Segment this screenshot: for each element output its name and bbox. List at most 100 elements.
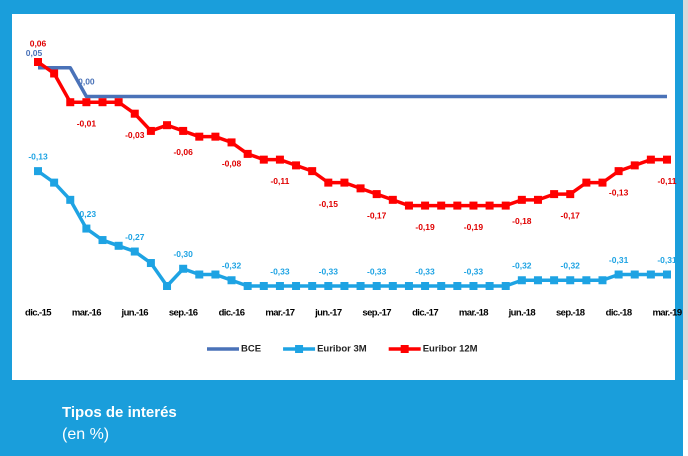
data-label: -0,32 [561,261,581,271]
point-marker [421,201,430,210]
point-marker [163,121,172,130]
point-marker [98,98,107,107]
point-marker [211,270,220,279]
point-marker [259,282,268,290]
point-marker [356,184,365,193]
point-marker [404,201,413,210]
point-marker [227,276,236,285]
point-marker [372,282,381,290]
point-marker [146,126,155,135]
data-label: -0,23 [77,209,97,219]
point-marker [501,282,510,290]
caption-title: Tipos de interés [62,404,177,421]
data-label: -0,30 [173,249,193,259]
data-label: -0,08 [222,159,242,169]
x-tick-label: dic.-18 [606,308,632,319]
data-label: -0,17 [367,210,387,220]
point-marker [340,178,349,187]
point-marker [469,282,478,290]
point-marker [614,167,623,176]
point-marker [404,282,413,290]
point-marker [195,270,204,279]
x-tick-label: sep.-16 [169,308,198,319]
series-line [36,169,667,288]
point-marker [582,178,591,187]
data-label: -0,11 [658,176,677,186]
legend-label: Euribor 12M [423,344,478,355]
point-marker [421,282,430,290]
legend-marker [295,345,304,353]
data-label: -0,33 [367,266,387,276]
point-marker [663,270,671,279]
point-marker [66,195,75,204]
point-marker [227,138,236,147]
data-label: -0,27 [125,232,145,242]
chart: dic.-15 mar.-16 jun.-16 sep.-16 dic.-16 mar.-… [0,0,688,380]
point-marker [437,201,446,210]
data-label: -0,33 [464,266,484,276]
caption-subtitle: (en %) [62,426,110,443]
caption: Tipos de interés (en %) [0,380,683,456]
data-label: -0,17 [561,210,581,220]
point-marker [340,282,349,290]
point-marker [114,98,123,107]
point-marker [485,201,494,210]
point-marker [243,282,252,290]
point-marker [533,276,542,285]
series-line [38,65,667,99]
data-label: -0,33 [415,266,435,276]
legend-label: Euribor 3M [317,344,367,355]
point-marker [259,155,268,164]
point-marker [34,58,42,66]
point-marker [163,282,172,290]
data-label: -0,33 [270,266,290,276]
x-tick-label: sep.-17 [362,308,391,319]
point-marker [646,270,655,279]
data-label: -0,33 [319,266,339,276]
legend-marker [400,345,409,353]
point-marker [630,270,639,279]
point-marker [501,201,510,210]
point-marker [292,282,301,290]
point-marker [388,282,397,290]
point-marker [372,190,381,199]
x-tick-label: mar.-16 [72,308,101,319]
point-marker [211,132,220,141]
point-marker [275,155,284,164]
point-marker [646,155,655,164]
point-marker [34,167,42,176]
x-tick-label: dic.-15 [25,308,52,319]
point-marker [179,126,188,135]
point-marker [550,190,559,199]
point-marker [598,276,607,285]
x-tick-label: jun.-18 [508,308,536,319]
point-marker [243,149,252,158]
point-marker [98,236,107,245]
data-label: -0,15 [319,199,339,209]
x-tick-label: dic.-16 [219,308,245,319]
x-tick-label: dic.-17 [412,308,438,319]
point-marker [630,161,639,170]
series-line [36,60,667,208]
data-label: -0,03 [125,130,145,140]
point-marker [598,178,607,187]
x-tick-label: mar.-19 [652,308,681,319]
point-marker [614,270,623,279]
point-marker [66,98,75,107]
point-marker [469,201,478,210]
data-label: -0,13 [609,187,629,197]
data-label: -0,31 [609,255,629,265]
point-marker [566,190,575,199]
point-marker [179,264,188,273]
point-marker [308,282,317,290]
point-marker [437,282,446,290]
point-marker [130,109,139,118]
data-label: 0,00 [78,77,95,87]
point-marker [485,282,494,290]
point-marker [146,259,155,268]
point-marker [453,201,462,210]
point-marker [308,167,317,176]
data-label: -0,01 [77,118,97,128]
x-tick-label: jun.-17 [314,308,342,319]
